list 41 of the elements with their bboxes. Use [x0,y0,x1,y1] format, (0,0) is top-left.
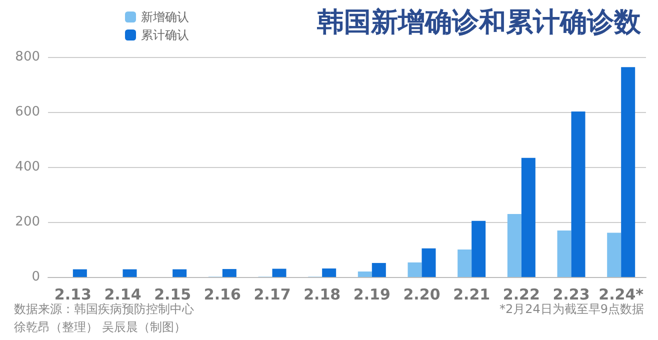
y-tick-label: 0 [32,270,40,284]
legend-label: 新增确认 [141,10,189,24]
y-tick-label: 600 [15,104,40,120]
text: *2月24日为截至早9点数据 [499,302,644,316]
bar [408,262,422,277]
bar [222,269,236,277]
bar [322,268,336,277]
y-tick-label: 400 [15,160,40,174]
bar [422,248,436,277]
bar [621,67,636,277]
bar [607,232,622,277]
bar [507,214,522,277]
y-tick-label: 200 [15,214,40,230]
bar [571,111,586,277]
bar [122,269,137,277]
x-tick-label: 2.15 [154,286,192,304]
legend-label: 累计确认 [141,28,189,42]
y-tick-label: 800 [15,50,40,64]
text: 徐乾昂（整理） 吴辰晨（制图） [14,320,186,334]
bar [372,262,386,277]
x-tick-label: 2.16 [204,286,241,304]
x-tick-label: 2.22 [502,286,540,304]
bar [272,268,286,277]
bar [72,269,87,277]
bar [458,250,472,277]
source-note: 数据来源：韩国疾病预防控制中心 [14,302,194,316]
bar [521,158,536,277]
x-tick-label: 2.18 [304,286,341,304]
bar [472,220,486,277]
x-tick-label: 2.17 [254,286,291,304]
x-tick-label: 2.24* [598,286,644,304]
x-tick-label: 2.21 [453,286,490,304]
bar [557,230,572,277]
bar [172,269,187,277]
x-tick-label: 2.23 [552,286,590,304]
x-tick-label: 2.14 [104,286,142,304]
x-tick-label: 2.13 [54,286,92,304]
chart-title: 韩国新增确诊和累计确诊数 [316,7,642,38]
bar [358,272,372,277]
x-tick-label: 2.20 [403,286,440,304]
x-tick-label: 2.19 [353,286,390,304]
